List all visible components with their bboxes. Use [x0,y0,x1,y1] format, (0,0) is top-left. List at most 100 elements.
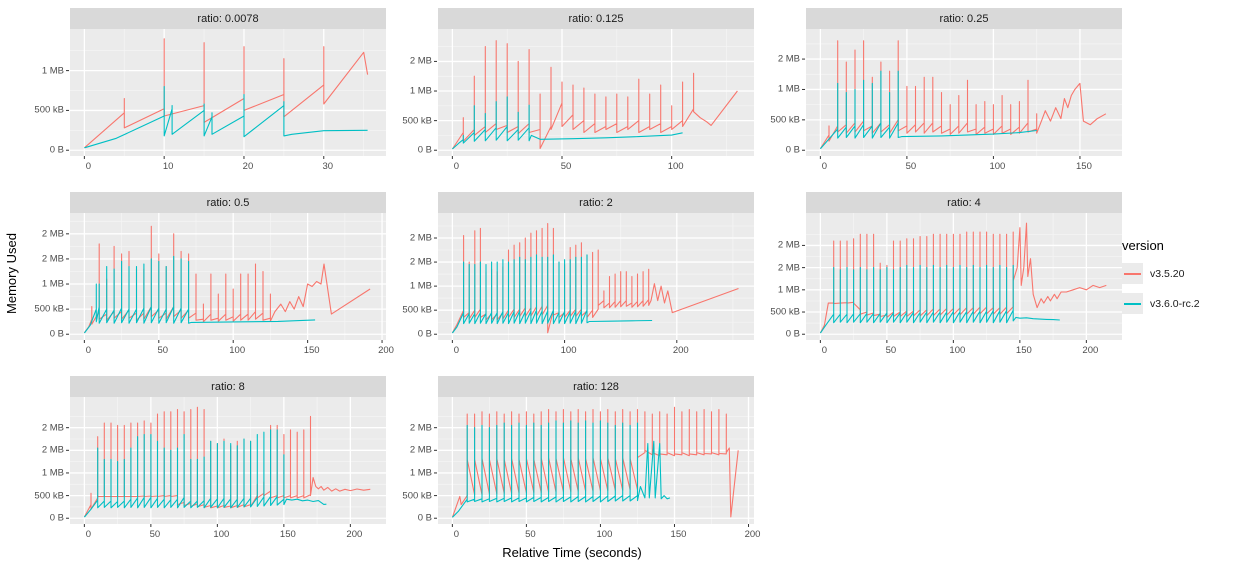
legend-entry-v3.6.0-rc.2: v3.6.0-rc.2 [1122,293,1240,314]
y-tick-label: 500 kB [34,104,64,116]
y-tick-label: 500 kB [770,114,800,126]
x-tick-label: 30 [322,161,334,172]
y-tick-label: 0 B [417,328,432,340]
facet-panel [434,397,754,527]
facet-grid: ratio: 0.0078 0 B 500 kB 1 MB 0 10 20 30 ratio: … [20,0,1124,543]
facet-4: ratio: 4 0 B 500 kB 1 MB 2 MB 2 MB 0 50 100 150 20… [756,192,1124,359]
x-tick-label: 0 [453,161,460,172]
y-tick-label: 2 MB [409,55,432,67]
series-line-v3.6.0-rc.2 [452,96,683,150]
y-tick-label: 500 kB [34,303,64,315]
y-tick-label: 2 MB [41,422,64,434]
x-tick-label: 200 [672,345,689,356]
facet-panel [434,213,754,343]
x-axis-title: Relative Time (seconds) [502,545,642,560]
x-tick-label: 200 [346,529,363,540]
facet-strip-label: ratio: 0.5 [70,192,386,213]
x-tick-label: 0 [453,345,460,356]
facet-0.5: ratio: 0.5 0 B 500 kB 1 MB 2 MB 2 MB 0 50 100 150… [20,192,394,359]
x-tick-label: 100 [229,345,246,356]
y-tick-label: 2 MB [777,262,800,274]
y-tick-label: 500 kB [402,304,432,316]
series-line-v3.6.0-rc.2 [819,264,1060,334]
y-axis-tick-labels: 0 B 500 kB 1 MB 2 MB [388,29,434,156]
y-tick-label: 500 kB [34,490,64,502]
y-tick-label: 1 MB [777,284,800,296]
x-tick-label: 50 [905,161,917,172]
facet-strip-label: ratio: 0.125 [438,8,754,29]
y-tick-label: 2 MB [777,53,800,65]
x-axis-tick-labels: 0 50 100 150 200 [70,528,386,543]
y-tick-label: 1 MB [409,85,432,97]
facet-panel [66,29,386,159]
series-line-v3.6.0-rc.2 [83,255,316,334]
legend-entry-label: v3.6.0-rc.2 [1150,297,1200,310]
x-axis-tick-labels: 0 50 100 150 [806,160,1122,175]
x-tick-label: 50 [525,529,536,540]
x-tick-label: 100 [560,345,577,356]
facet-0.0078: ratio: 0.0078 0 B 500 kB 1 MB 0 10 20 30 [20,8,388,175]
x-axis-tick-labels: 0 50 100 150 200 [806,344,1122,359]
y-tick-label: 1 MB [41,467,64,479]
x-axis-tick-labels: 0 10 20 30 [70,160,386,175]
y-tick-label: 2 MB [409,444,432,456]
legend-entry-v3.5.20: v3.5.20 [1122,263,1240,284]
x-tick-label: 50 [149,529,161,540]
y-tick-label: 0 B [417,144,432,156]
series-line-v3.5.20 [451,40,738,150]
y-axis-tick-labels: 0 B 500 kB 1 MB 2 MB 2 MB [20,397,66,524]
x-axis-tick-labels: 0 50 100 150 200 [438,528,761,543]
facet-0.25: ratio: 0.25 0 B 500 kB 1 MB 2 MB 0 50 100 150 [756,8,1124,175]
legend-key-swatch [1122,293,1143,314]
x-tick-label: 100 [667,161,684,172]
x-tick-label: 100 [949,345,966,356]
series-line-v3.6.0-rc.2 [84,85,368,149]
x-tick-label: 150 [1076,161,1092,172]
y-axis-tick-labels: 0 B 500 kB 1 MB 2 MB [756,29,802,156]
facet-2: ratio: 2 0 B 500 kB 1 MB 2 MB 2 MB 0 100 200 [388,192,756,359]
x-tick-label: 200 [744,529,761,540]
series-line-v3.6.0-rc.2 [83,429,327,518]
x-tick-label: 50 [560,161,572,172]
legend-entry-label: v3.5.20 [1150,267,1185,280]
x-tick-label: 0 [821,161,828,172]
facet-strip-label: ratio: 8 [70,376,386,397]
y-tick-label: 0 B [49,328,64,340]
facet-panel [66,213,386,343]
series-line-v3.5.20 [83,225,371,334]
facet-128: ratio: 128 0 B 500 kB 1 MB 2 MB 2 MB 0 50 100 150… [388,376,761,543]
y-tick-label: 0 B [417,512,432,524]
x-tick-label: 0 [85,345,92,356]
x-tick-label: 150 [279,529,296,540]
x-axis-tick-labels: 0 50 100 [438,160,754,175]
facet-0.125: ratio: 0.125 0 B 500 kB 1 MB 2 MB 0 50 100 [388,8,756,175]
x-axis-tick-labels: 0 50 100 150 200 [70,344,394,359]
facet-panel [802,29,1122,159]
y-tick-label: 1 MB [777,83,800,95]
y-axis-tick-labels: 0 B 500 kB 1 MB 2 MB 2 MB [20,213,66,340]
facet-panel [66,397,386,527]
facet-panel [434,29,754,159]
x-tick-label: 50 [885,345,897,356]
y-tick-label: 2 MB [409,256,432,268]
x-tick-label: 20 [242,161,254,172]
facet-strip-label: ratio: 0.0078 [70,8,386,29]
y-tick-label: 2 MB [41,228,64,240]
series-line-v3.6.0-rc.2 [452,420,671,518]
x-tick-label: 200 [378,345,394,356]
x-tick-label: 150 [670,529,687,540]
facet-strip-label: ratio: 2 [438,192,754,213]
y-tick-label: 0 B [785,144,800,156]
x-tick-label: 100 [596,529,613,540]
y-tick-label: 500 kB [770,306,800,318]
y-tick-label: 2 MB [41,253,64,265]
legend-key-swatch [1122,263,1143,284]
legend-title: version [1122,238,1164,253]
y-axis-tick-labels: 0 B 500 kB 1 MB 2 MB 2 MB [388,397,434,524]
y-tick-label: 0 B [49,512,64,524]
series-line-v3.6.0-rc.2 [819,70,1037,150]
x-tick-label: 50 [157,345,169,356]
x-tick-label: 0 [85,161,92,172]
y-tick-label: 1 MB [41,65,64,77]
y-axis-tick-labels: 0 B 500 kB 1 MB 2 MB 2 MB [388,213,434,340]
